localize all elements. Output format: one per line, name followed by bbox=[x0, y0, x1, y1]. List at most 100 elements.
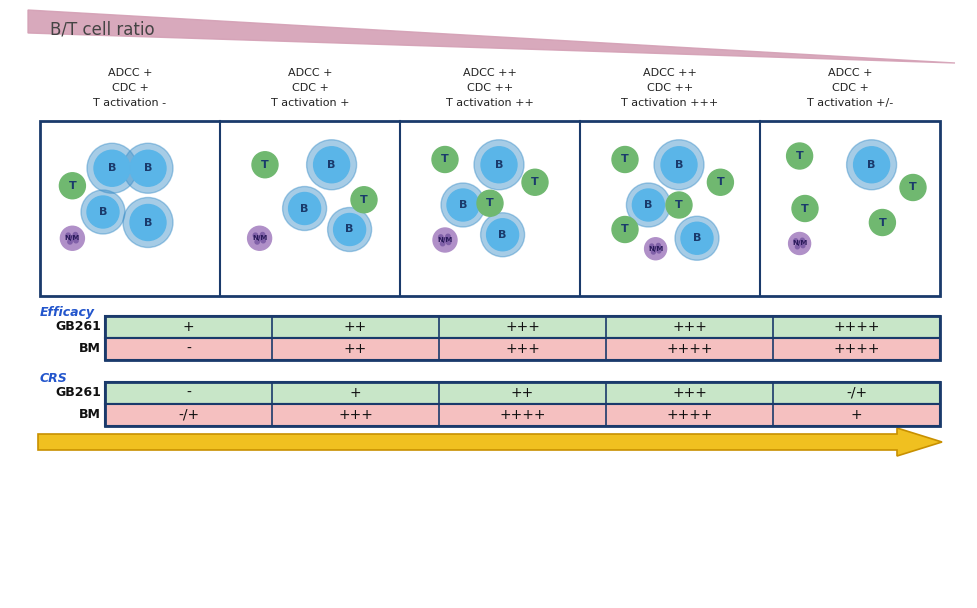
Text: BM: BM bbox=[79, 409, 101, 421]
Polygon shape bbox=[28, 10, 954, 63]
FancyBboxPatch shape bbox=[105, 382, 939, 404]
Text: B: B bbox=[494, 160, 503, 170]
FancyBboxPatch shape bbox=[105, 338, 939, 360]
Circle shape bbox=[130, 204, 166, 241]
Text: T: T bbox=[441, 154, 448, 165]
Text: T: T bbox=[261, 160, 269, 170]
Circle shape bbox=[247, 226, 272, 250]
Circle shape bbox=[446, 234, 449, 238]
Text: ++: ++ bbox=[344, 342, 366, 356]
Text: B: B bbox=[327, 160, 335, 170]
Circle shape bbox=[794, 245, 798, 249]
Circle shape bbox=[612, 147, 637, 173]
Circle shape bbox=[74, 238, 78, 243]
Circle shape bbox=[253, 233, 257, 237]
Circle shape bbox=[60, 173, 85, 199]
Text: -/+: -/+ bbox=[178, 408, 199, 422]
Text: ADCC +: ADCC + bbox=[827, 68, 871, 78]
Circle shape bbox=[288, 193, 320, 224]
Text: ++: ++ bbox=[344, 320, 366, 334]
Circle shape bbox=[123, 198, 173, 247]
Text: T activation +++: T activation +++ bbox=[620, 98, 718, 108]
Text: T: T bbox=[909, 182, 916, 193]
Text: CDC ++: CDC ++ bbox=[466, 83, 513, 93]
Circle shape bbox=[439, 235, 443, 239]
Text: T: T bbox=[360, 195, 367, 205]
Circle shape bbox=[665, 192, 692, 218]
Text: ++: ++ bbox=[510, 386, 533, 400]
FancyBboxPatch shape bbox=[105, 404, 939, 426]
Text: T: T bbox=[795, 151, 803, 161]
Text: T: T bbox=[68, 181, 76, 191]
Text: ++++: ++++ bbox=[498, 408, 545, 422]
Circle shape bbox=[477, 190, 502, 216]
Text: B: B bbox=[300, 204, 309, 213]
Text: +: + bbox=[850, 408, 862, 422]
Circle shape bbox=[61, 226, 84, 250]
Circle shape bbox=[70, 236, 74, 240]
Circle shape bbox=[66, 233, 70, 237]
Text: N/M: N/M bbox=[791, 241, 806, 246]
Circle shape bbox=[853, 147, 889, 183]
Circle shape bbox=[130, 150, 166, 186]
Text: CDC +: CDC + bbox=[830, 83, 868, 93]
Circle shape bbox=[446, 189, 479, 221]
Text: ADCC +: ADCC + bbox=[107, 68, 152, 78]
Text: T: T bbox=[716, 178, 724, 187]
Circle shape bbox=[327, 207, 371, 252]
Circle shape bbox=[793, 239, 797, 243]
Text: CDC ++: CDC ++ bbox=[646, 83, 693, 93]
Text: CDC +: CDC + bbox=[111, 83, 149, 93]
Circle shape bbox=[644, 238, 666, 260]
Text: +++: +++ bbox=[504, 342, 539, 356]
Circle shape bbox=[660, 147, 697, 183]
Text: N/M: N/M bbox=[64, 235, 80, 241]
Text: -/+: -/+ bbox=[845, 386, 867, 400]
Circle shape bbox=[522, 169, 547, 195]
Circle shape bbox=[94, 150, 130, 186]
Text: +++: +++ bbox=[671, 320, 706, 334]
Circle shape bbox=[480, 213, 524, 257]
Circle shape bbox=[441, 183, 485, 227]
Text: T activation +: T activation + bbox=[271, 98, 349, 108]
Circle shape bbox=[87, 143, 137, 193]
Circle shape bbox=[654, 140, 703, 190]
Circle shape bbox=[612, 216, 637, 243]
Text: B: B bbox=[144, 218, 152, 227]
Text: GB261: GB261 bbox=[55, 320, 101, 334]
Text: +++: +++ bbox=[671, 386, 706, 400]
Circle shape bbox=[625, 183, 669, 227]
Circle shape bbox=[657, 249, 660, 253]
Text: T: T bbox=[620, 224, 628, 235]
Text: +: + bbox=[183, 320, 194, 334]
Text: B: B bbox=[867, 160, 874, 170]
Text: ++++: ++++ bbox=[665, 342, 712, 356]
Text: Efficacy: Efficacy bbox=[40, 306, 95, 319]
Circle shape bbox=[869, 210, 895, 235]
Text: T: T bbox=[620, 154, 628, 165]
Text: B: B bbox=[644, 200, 652, 210]
Circle shape bbox=[443, 238, 446, 242]
Circle shape bbox=[255, 240, 259, 244]
Text: B: B bbox=[345, 224, 354, 235]
Text: ++++: ++++ bbox=[832, 320, 879, 334]
Circle shape bbox=[314, 147, 349, 183]
Text: N/M: N/M bbox=[437, 237, 452, 243]
Circle shape bbox=[257, 236, 262, 240]
Circle shape bbox=[846, 140, 896, 190]
Circle shape bbox=[351, 187, 376, 213]
Circle shape bbox=[252, 152, 277, 178]
Text: B: B bbox=[692, 233, 701, 243]
Circle shape bbox=[306, 140, 357, 190]
Circle shape bbox=[791, 196, 817, 221]
Circle shape bbox=[81, 190, 125, 234]
Circle shape bbox=[487, 219, 518, 250]
Circle shape bbox=[649, 244, 653, 248]
Text: B: B bbox=[674, 160, 683, 170]
Text: ADCC +: ADCC + bbox=[287, 68, 332, 78]
Text: B: B bbox=[458, 200, 467, 210]
Circle shape bbox=[786, 143, 812, 169]
Text: B: B bbox=[99, 207, 107, 217]
Circle shape bbox=[73, 232, 77, 237]
Circle shape bbox=[433, 228, 456, 252]
